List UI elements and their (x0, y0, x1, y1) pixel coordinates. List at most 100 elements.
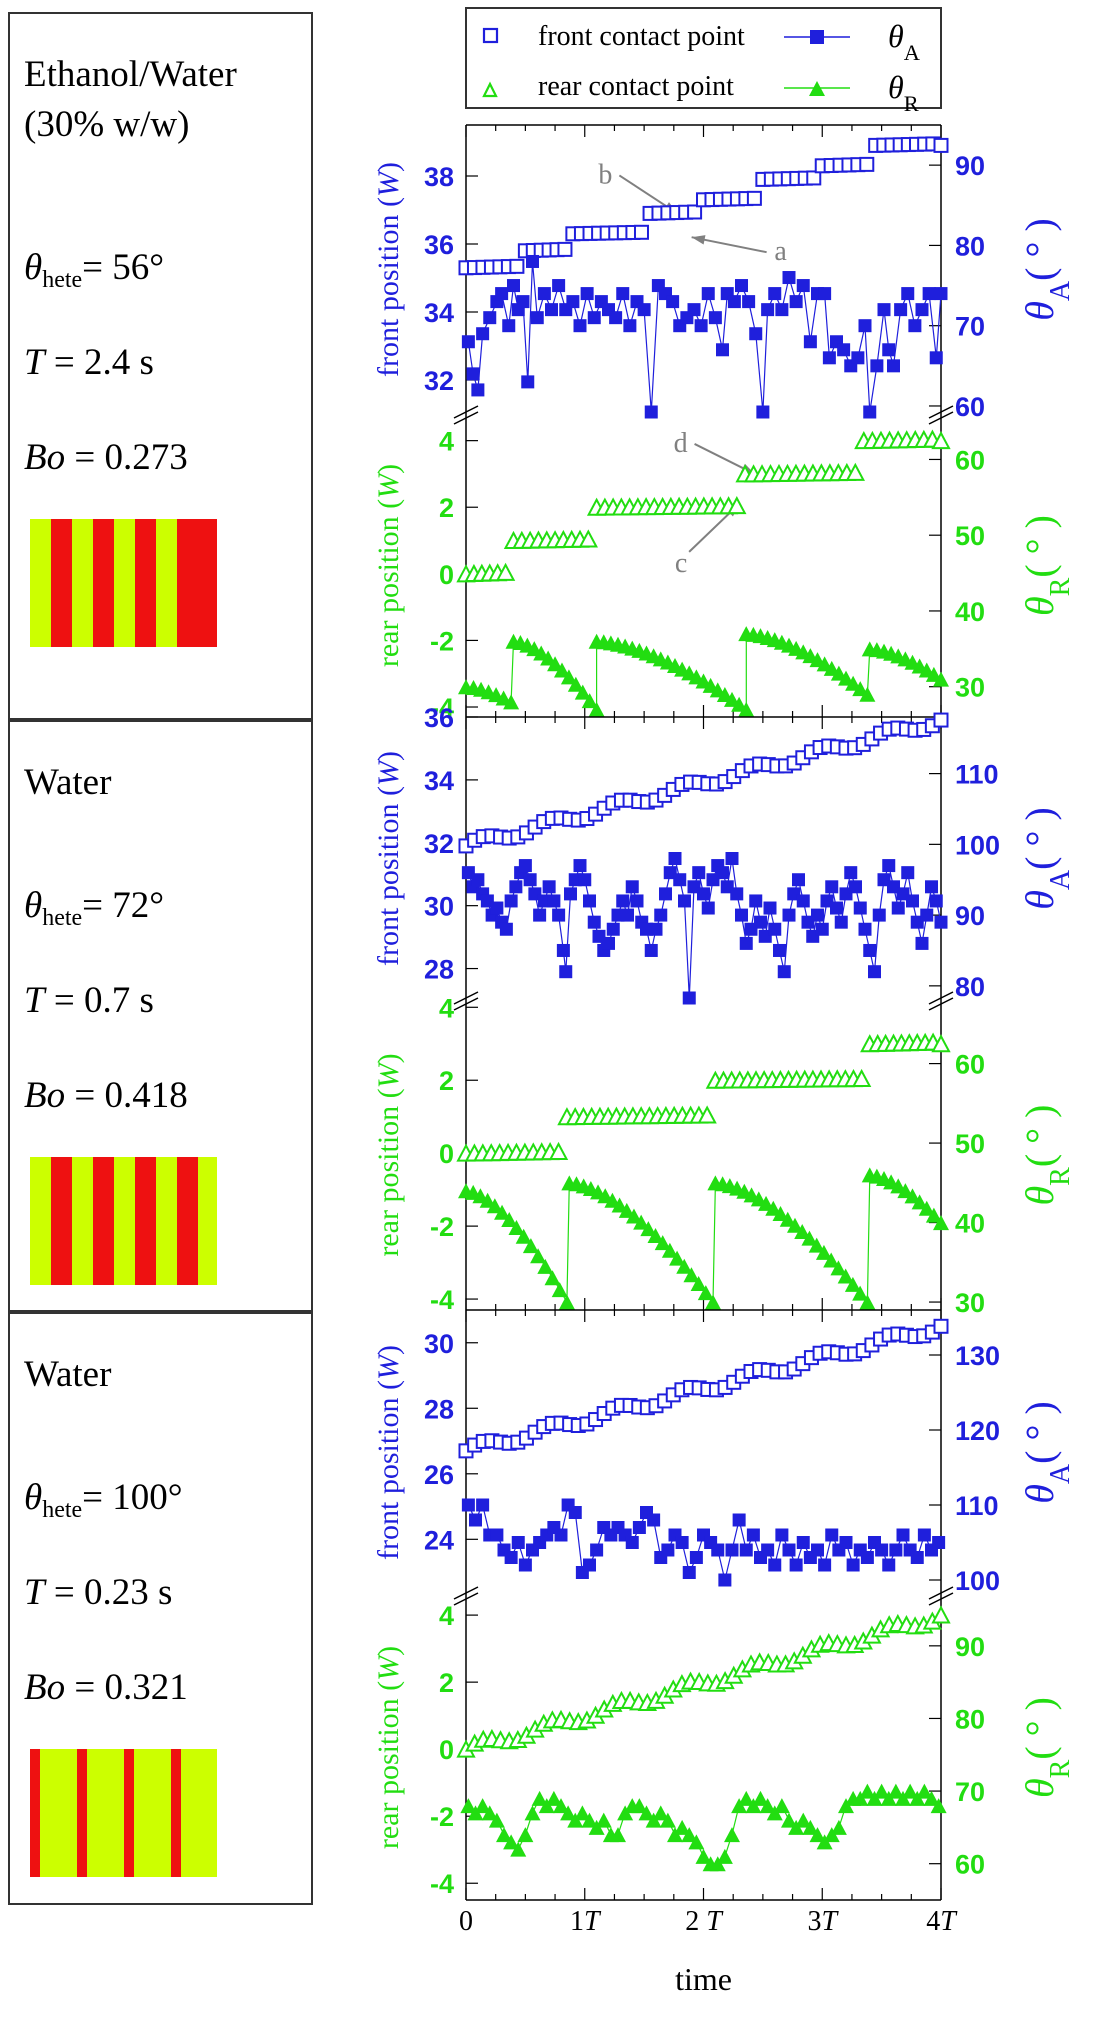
series-1-front-theta-point (630, 894, 644, 908)
series-2-rear-theta-point (524, 1805, 541, 1821)
legend-box (465, 7, 942, 109)
series-0-front-position-point (687, 204, 703, 220)
series-1-rear-theta-point (611, 1197, 628, 1213)
series-0-front-theta-point (851, 351, 865, 365)
series-0-front-theta-point (483, 311, 497, 325)
series-0-front-theta-point (687, 303, 701, 317)
condition-panel-1: Water θhete= 72° T = 0.7 s Bo = 0.418 (8, 720, 313, 1312)
series-2-front-theta-point (860, 1551, 874, 1564)
series-0-front-theta-point (915, 303, 929, 317)
series-0-front-theta-point (837, 343, 851, 357)
y2-tick-label: 110 (955, 1491, 999, 1521)
series-1-front-theta-point (697, 887, 710, 901)
series-1-rear-theta-point (654, 1235, 671, 1251)
x-axis-label: time (675, 1961, 732, 1997)
y2-tick-label: 90 (955, 901, 985, 931)
series-0-front-theta-point (466, 367, 480, 381)
legend-theta-r-label: θR (888, 69, 919, 116)
series-1-rear-theta-point (544, 1270, 561, 1286)
series-0-front-theta-point (526, 254, 539, 268)
stripe (30, 1749, 40, 1877)
series-1-front-theta-point (754, 915, 767, 929)
y2-tick-label: 130 (955, 1341, 1000, 1371)
axis-break (453, 997, 479, 1011)
series-1-rear-theta-point (837, 1268, 854, 1284)
series-0-front-theta-point (471, 383, 485, 397)
series-2-rear-theta-point (560, 1805, 577, 1821)
stripe (51, 1157, 72, 1285)
legend-theta-a-label: θA (888, 18, 920, 65)
plot-1-rear: -4 -2 0 2 4 30 40 50 60 rear position (W) θR( ° ) (372, 991, 1076, 1318)
series-0-front-theta-point (701, 287, 715, 301)
series-1-front-theta-point (552, 908, 566, 922)
series-0-front-theta-point (587, 311, 601, 325)
series-0-front-theta-point (887, 359, 900, 373)
series-1-front-theta-point (673, 873, 687, 887)
series-1-front-theta-point (849, 880, 862, 894)
series-2-rear-theta-point (887, 1783, 904, 1799)
series-0-front-position-point (746, 190, 762, 206)
y-tick-label: 2 (439, 1066, 454, 1096)
y-tick-label: 30 (424, 1329, 454, 1359)
series-1-front-theta-point (830, 901, 843, 915)
series-1-front-theta-point (471, 873, 485, 887)
annotation-a-arrowhead (691, 235, 706, 245)
series-2-rear-theta-point (688, 1834, 705, 1850)
annotation-c-label: c (675, 548, 687, 579)
x-tick-label: 2 T (685, 1906, 724, 1937)
y-tick-label: 2 (439, 1668, 454, 1698)
stripe (93, 519, 114, 647)
series-1-rear-theta-point (808, 1237, 825, 1253)
y-tick-label: 38 (424, 162, 454, 192)
series-2-rear-theta-point (503, 1834, 520, 1850)
y-tick-label: 2 (439, 493, 454, 523)
series-1-front-theta-point (716, 866, 729, 880)
series-2-rear-theta-point (545, 1790, 562, 1806)
series-0-front-theta-point (666, 295, 680, 309)
series-0-rear-theta-point (738, 701, 755, 717)
series-0-front-position-point (806, 170, 822, 186)
plot-1-front-y-label: front position (W) (372, 751, 405, 966)
stripe (30, 1157, 51, 1285)
y-tick-label: 24 (424, 1525, 454, 1555)
series-0-front-theta-point (552, 279, 566, 293)
series-1-rear-theta-point (551, 1282, 568, 1298)
series-1-rear-theta-point (647, 1227, 664, 1243)
series-1-front-theta-point (692, 866, 706, 880)
series-1-rear-theta-point (530, 1248, 547, 1264)
series-0-front-theta-point (623, 319, 637, 333)
legend-theta-r-marker (809, 81, 825, 96)
series-2-front-theta-point (476, 1498, 490, 1512)
series-1-rear-theta-point (765, 1200, 782, 1216)
y-tick-label: 36 (424, 230, 454, 260)
series-1-front-theta-point (606, 922, 620, 936)
series-0-front-theta-point (716, 343, 729, 357)
condition-panel-2: Water θhete= 100° T = 0.23 s Bo = 0.321 (8, 1312, 313, 1905)
series-1-front-theta-point (547, 894, 561, 908)
series-1-front-theta-point (682, 991, 696, 1005)
series-1-front-theta-point (730, 887, 744, 901)
series-1-front-theta-point (509, 880, 523, 894)
plot-2-front-y2-label: θA( ° ) (1017, 1401, 1076, 1504)
y2-tick-label: 80 (955, 972, 985, 1002)
series-0-front-theta-point (934, 287, 948, 301)
series-2-front-theta-point (632, 1521, 646, 1534)
y-tick-label: -2 (430, 1802, 454, 1832)
x-tick-label: 0 (459, 1906, 473, 1937)
stripe (93, 1157, 114, 1285)
series-2-rear-theta-point (781, 1812, 797, 1828)
series-2-front-theta-point (568, 1506, 582, 1519)
series-1-front-theta-point (654, 908, 668, 922)
series-0-front-theta-point (870, 359, 884, 373)
series-1-front-theta-point (782, 908, 796, 922)
stripe (177, 519, 198, 647)
series-1-rear-theta-point (537, 1258, 554, 1274)
stripe (198, 1157, 217, 1285)
series-2-rear-theta-point (716, 1848, 733, 1864)
series-0-front-theta-point (756, 405, 770, 419)
series-0-front-theta-point (908, 319, 922, 333)
series-2-front-theta-point (811, 1543, 824, 1557)
series-1-rear-theta-point (486, 1198, 503, 1214)
series-1-front-theta-point (811, 908, 824, 922)
series-2-front-theta-point (511, 1536, 525, 1549)
